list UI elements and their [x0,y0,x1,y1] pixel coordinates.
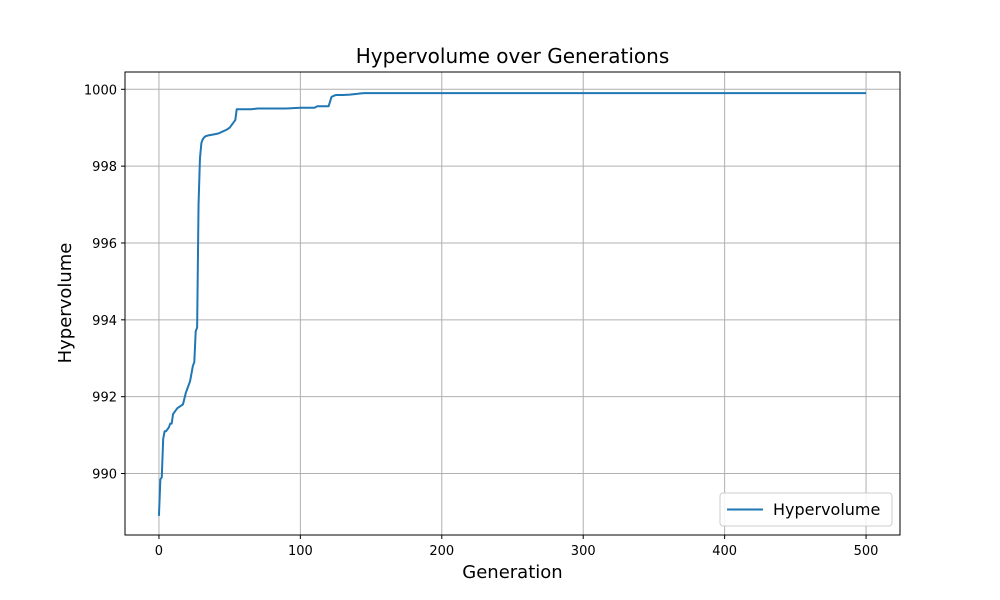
y-tick-label: 996 [92,237,117,252]
x-tick-label: 100 [288,544,313,559]
x-tick-label: 500 [854,544,879,559]
legend-label: Hypervolume [773,500,880,519]
x-tick-label: 300 [571,544,596,559]
y-tick-label: 998 [92,160,117,175]
legend: Hypervolume [719,492,893,527]
y-tick-label: 992 [92,391,117,406]
y-tick-label: 990 [92,468,117,483]
plot-frame [124,71,901,536]
x-tick-label: 200 [429,544,454,559]
x-tick-label: 400 [712,544,737,559]
y-tick-label: 1000 [84,83,117,98]
y-tick-label: 994 [92,314,117,329]
legend-box [719,492,893,527]
y-axis-label: Hypervolume [55,243,76,364]
x-tick-label: 0 [155,544,163,559]
grid [125,72,900,535]
ticks: 0 100 200 300 400 500 990 992 994 996 998 1000 [84,83,879,559]
series-layer [157,92,867,516]
chart-title: Hypervolume over Generations [356,44,670,68]
x-axis-label: Generation [462,562,562,583]
series-line-hypervolume [157,92,867,516]
